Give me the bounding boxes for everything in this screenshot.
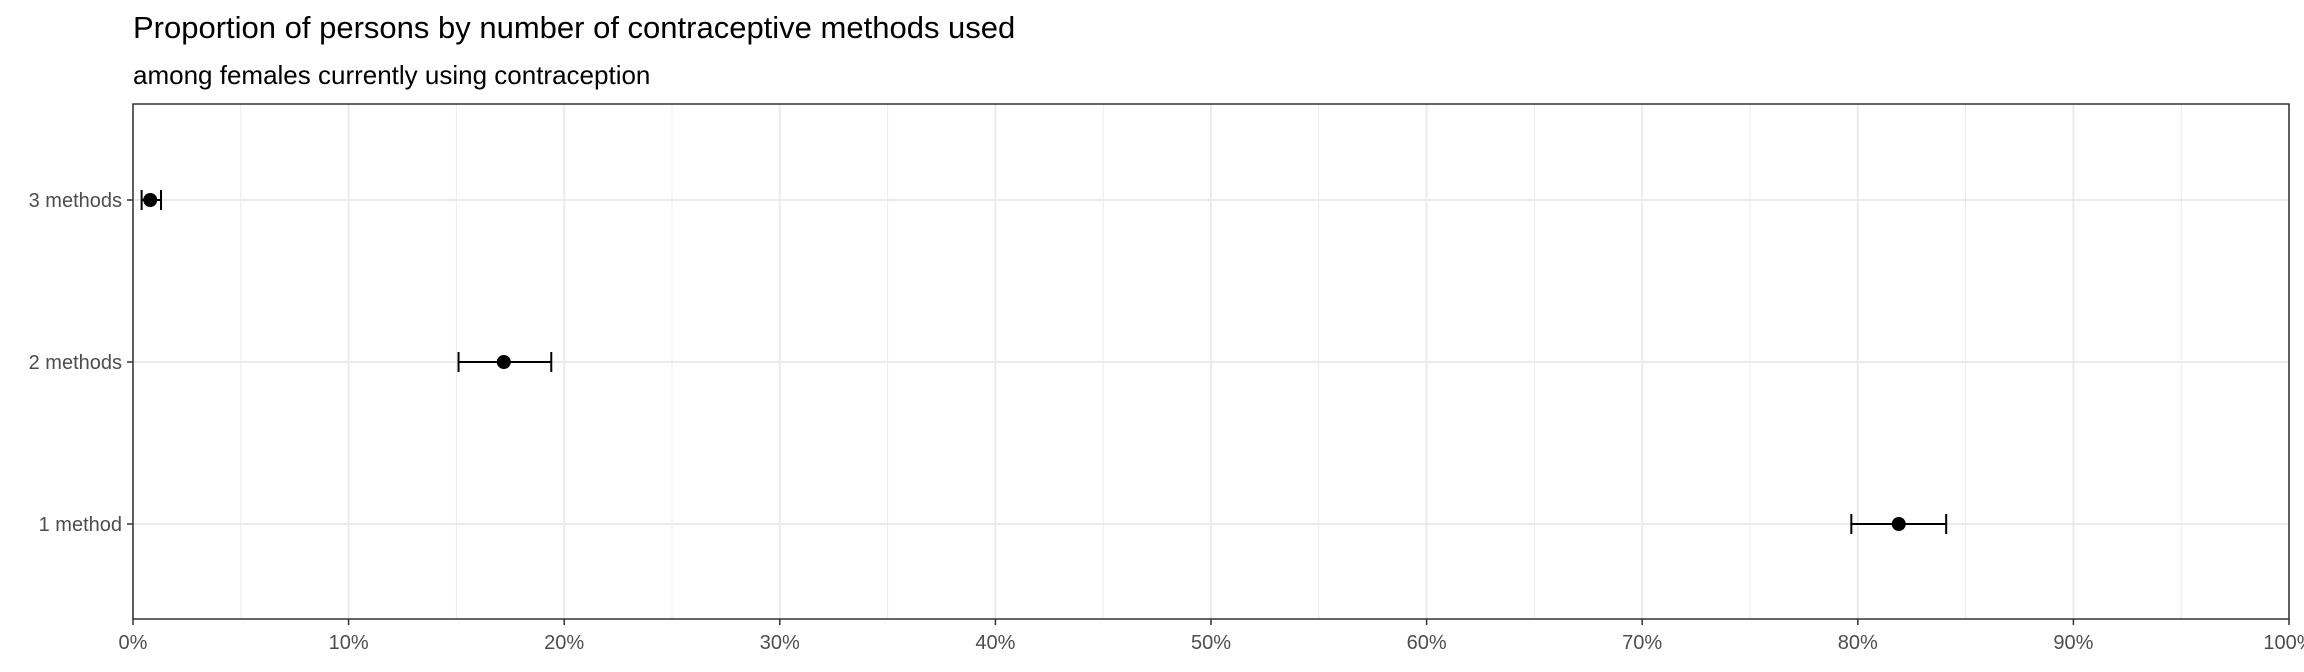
x-tick-label: 90%	[2053, 632, 2093, 654]
data-point	[1891, 517, 1906, 531]
y-tick-label: 2 methods	[29, 352, 122, 374]
x-tick-label: 30%	[760, 632, 800, 654]
x-tick-label: 20%	[544, 632, 584, 654]
x-tick-label: 40%	[975, 632, 1015, 654]
chart-title: Proportion of persons by number of contr…	[133, 10, 1015, 45]
x-tick-label: 50%	[1191, 632, 1231, 654]
y-tick-label: 1 method	[39, 514, 122, 536]
x-tick-label: 100%	[2263, 632, 2304, 654]
data-point-group	[1850, 514, 1948, 534]
x-tick-label: 80%	[1838, 632, 1878, 654]
ticks-layer: 0% 10% 20% 30% 40% 50% 60% 70% 80% 90% 100% 3 metho…	[29, 190, 2304, 654]
data-point-group	[457, 352, 553, 372]
chart-subtitle: among females currently using contracept…	[133, 60, 650, 90]
grid-layer	[132, 104, 2290, 619]
data-point-group	[140, 190, 163, 210]
x-tick-label: 70%	[1622, 632, 1662, 654]
x-tick-label: 0%	[119, 632, 148, 654]
y-tick-label: 3 methods	[29, 190, 122, 212]
data-point	[143, 193, 158, 207]
data-point	[496, 355, 511, 369]
x-tick-label: 60%	[1407, 632, 1447, 654]
marks-layer	[140, 190, 1948, 534]
x-tick-label: 10%	[329, 632, 369, 654]
